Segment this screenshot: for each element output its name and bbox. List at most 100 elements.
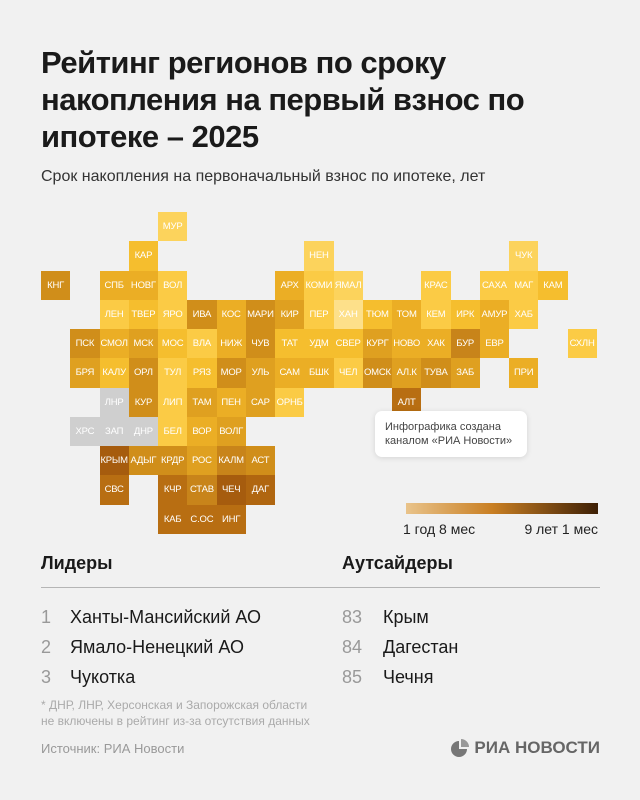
- region-tile: БШК: [304, 358, 334, 388]
- region-tile: КАЛУ: [99, 358, 129, 388]
- footnote-line: * ДНР, ЛНР, Херсонская и Запорожская обл…: [41, 698, 308, 712]
- region-tile: КАБ: [158, 504, 188, 534]
- page-title: Рейтинг регионов по сроку накопления на …: [41, 45, 525, 154]
- region-tile: ВОЛ: [158, 270, 188, 300]
- subtitle: Срок накопления на первоначальный взнос …: [41, 168, 486, 185]
- rank: 85: [342, 667, 363, 687]
- region-tile: ЯМАЛ: [333, 270, 363, 300]
- region-tile: БЕЛ: [158, 416, 188, 447]
- region-tile: ДАГ: [245, 475, 276, 505]
- region-tile: ХАК: [421, 329, 451, 359]
- region-tile: ЧУК: [509, 241, 539, 271]
- region-tile: АСТ: [245, 446, 276, 476]
- list-item: 1 Ханты-Мансийский АО: [41, 602, 261, 632]
- region-tile: АЛ.К: [392, 358, 422, 388]
- legend-gradient: [406, 503, 598, 514]
- region-tile: ПЕР: [304, 299, 334, 330]
- region-tile: САМ: [275, 358, 305, 388]
- region-tile: КУРГ: [362, 329, 393, 359]
- region-tile: ЧЕЧ: [216, 475, 246, 505]
- region-tile: ЛНР: [99, 387, 129, 417]
- region-tile: ХРС: [70, 416, 100, 447]
- region-tile: ПСК: [70, 329, 100, 359]
- region-tile: ТЮМ: [362, 299, 393, 330]
- region-tile: ЧУВ: [245, 329, 276, 359]
- outsiders-list: 83 Крым 84 Дагестан 85 Чечня: [342, 602, 458, 692]
- region-name: Чечня: [383, 667, 434, 687]
- region-tile: ХАБ: [509, 299, 539, 330]
- region-tile: СВЕР: [333, 329, 363, 359]
- region-tile: ИНГ: [216, 504, 246, 534]
- region-tile: КАР: [128, 241, 159, 271]
- list-item: 85 Чечня: [342, 662, 458, 692]
- region-tile: КИР: [275, 299, 305, 330]
- list-item: 3 Чукотка: [41, 662, 261, 692]
- rank: 1: [41, 607, 52, 627]
- region-tile: ТУЛ: [158, 358, 188, 388]
- region-tile: БРЯ: [70, 358, 100, 388]
- rank: 3: [41, 667, 52, 687]
- region-tile: С.ОС: [187, 504, 217, 534]
- region-tile: АРХ: [275, 270, 305, 300]
- legend-min-label: 1 год 8 мес: [403, 521, 476, 537]
- list-item: 83 Крым: [342, 602, 458, 632]
- region-tile: САР: [245, 387, 276, 417]
- region-tile: СПБ: [99, 270, 129, 300]
- outsiders-heading: Аутсайдеры: [342, 553, 453, 573]
- region-tile: НИЖ: [216, 329, 246, 359]
- region-tile: ВЛА: [187, 329, 217, 359]
- region-tile: КРДР: [158, 446, 188, 476]
- region-tile: КОМИ: [304, 270, 334, 300]
- rank: 84: [342, 637, 363, 657]
- region-tile: КАЛМ: [216, 446, 246, 476]
- region-tile: ЛЕН: [99, 299, 129, 330]
- region-tile: ТВЕР: [128, 299, 159, 330]
- region-tile: ПЕН: [216, 387, 246, 417]
- region-tile: НОВО: [392, 329, 422, 359]
- region-tile: ОРНБ: [275, 387, 305, 417]
- region-tile: КАМ: [538, 270, 568, 300]
- region-name: Ямало-Ненецкий АО: [70, 637, 244, 657]
- region-tile: КРАС: [421, 270, 451, 300]
- region-tile: ВОЛГ: [216, 416, 246, 447]
- region-name: Чукотка: [70, 667, 136, 687]
- region-tile: СХЛН: [567, 329, 597, 359]
- rank: 2: [41, 637, 52, 657]
- region-tile: ТАТ: [275, 329, 305, 359]
- region-tile: ЯРО: [158, 299, 188, 330]
- region-tile: МУР: [158, 212, 188, 242]
- legend-max-label: 9 лет 1 мес: [524, 521, 598, 537]
- region-tile: УЛЬ: [245, 358, 276, 388]
- region-name: Дагестан: [383, 637, 459, 657]
- region-tile: ЧЕЛ: [333, 358, 363, 388]
- region-tile: МОС: [158, 329, 188, 359]
- region-tile: КЧР: [158, 475, 188, 505]
- region-tile: АДЫГ: [128, 446, 159, 476]
- region-tile: МСК: [128, 329, 159, 359]
- region-tile: КУР: [128, 387, 159, 417]
- rank: 83: [342, 607, 363, 627]
- region-tile: ЕВР: [479, 329, 510, 359]
- region-tile: УДМ: [304, 329, 334, 359]
- region-tile: РЯЗ: [187, 358, 217, 388]
- list-item: 84 Дагестан: [342, 632, 458, 662]
- list-item: 2 Ямало-Ненецкий АО: [41, 632, 261, 662]
- region-tile: ОРЛ: [128, 358, 159, 388]
- region-tile: ТАМ: [187, 387, 217, 417]
- region-tile: НОВГ: [128, 270, 159, 300]
- region-tile: ТОМ: [392, 299, 422, 330]
- ria-logo-icon: [451, 739, 470, 757]
- callout: Инфографика создана каналом «РИА Новости…: [375, 411, 527, 457]
- logo-text: РИА НОВОСТИ: [474, 738, 600, 757]
- region-tile: МОР: [216, 358, 246, 388]
- tile-map: МУР КАР НЕН ЧУК КНГ СПБ НОВГ ВОЛ АРХ КОМИ ЯМАЛ КРАС…: [41, 212, 597, 534]
- region-tile: КОС: [216, 299, 246, 330]
- region-tile: ИРК: [450, 299, 480, 330]
- region-tile: ТУВА: [421, 358, 451, 388]
- region-tile: САХА: [479, 270, 510, 300]
- region-tile: ЛИП: [158, 387, 188, 417]
- divider: [41, 587, 600, 588]
- region-tile: КЕМ: [421, 299, 451, 330]
- region-tile: СМОЛ: [99, 329, 129, 359]
